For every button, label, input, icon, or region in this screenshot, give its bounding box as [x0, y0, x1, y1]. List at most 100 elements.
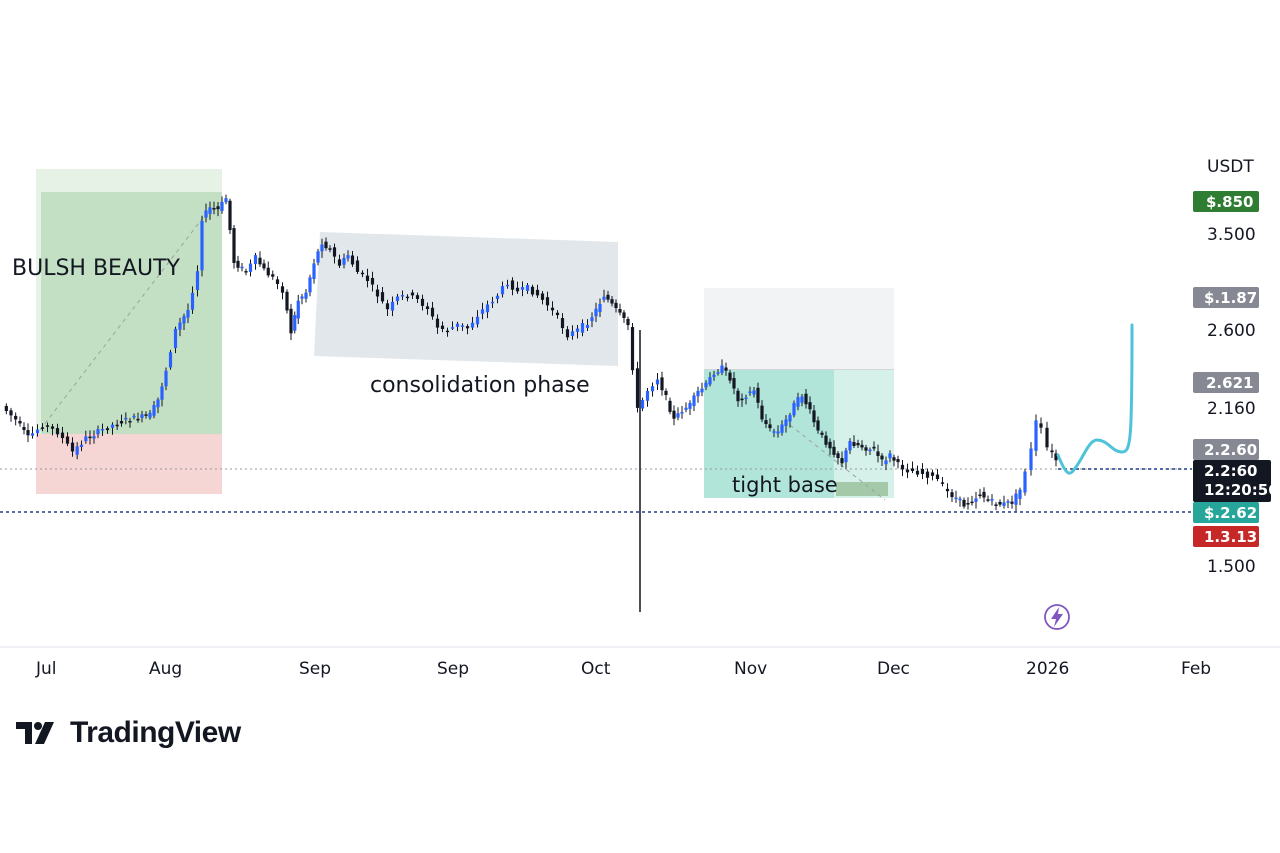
candle-body [1050, 450, 1054, 453]
candle-body [405, 296, 410, 299]
candle-body [178, 322, 182, 330]
candle-body [884, 460, 888, 465]
candle-body [832, 446, 836, 455]
candle-body [35, 429, 40, 434]
candle-body [950, 492, 954, 498]
candle-body [724, 367, 728, 371]
candle-body [760, 405, 764, 420]
candle-body [752, 390, 756, 395]
candle-body [490, 301, 495, 304]
candle-body [445, 330, 450, 333]
candle-body [748, 391, 752, 394]
candle-body [510, 280, 515, 290]
candle-body [115, 424, 119, 427]
tradingview-brand[interactable]: TradingView [16, 716, 241, 750]
candle-body [828, 441, 832, 449]
x-tick-label: Dec [877, 659, 910, 679]
bullish-zone-label: BULSH BEAUTY [12, 256, 181, 281]
candle-body [253, 255, 258, 264]
y-tick-label: 2.160 [1207, 399, 1256, 419]
candle-body [626, 318, 630, 326]
candle-body [876, 451, 880, 456]
candle-body [346, 255, 350, 259]
candle-body [780, 424, 784, 433]
lightning-icon[interactable] [1044, 604, 1070, 630]
candle-body [173, 328, 178, 349]
candle-body [370, 278, 375, 285]
candle-body [664, 390, 668, 396]
candle-body [186, 309, 190, 318]
candle-body [930, 472, 935, 476]
candle-body [216, 206, 220, 210]
candle-body [555, 312, 560, 316]
candle-body [195, 271, 200, 290]
candle-body [590, 317, 594, 322]
candle-body [208, 207, 212, 214]
candle-body [430, 307, 435, 317]
candle-body [280, 286, 285, 293]
candle-body [266, 267, 270, 276]
candle-body [1034, 420, 1038, 451]
candle-body [740, 398, 744, 401]
candle-body [320, 244, 324, 252]
candle-body [316, 251, 320, 263]
candle-body [9, 410, 13, 416]
candle-body [708, 377, 712, 385]
candle-body [168, 352, 173, 368]
candle-body [840, 458, 844, 464]
candle-body [860, 444, 864, 448]
candle-body [905, 469, 910, 473]
candle-body [712, 374, 716, 377]
candle-body [958, 498, 962, 501]
candle-body [350, 255, 355, 265]
candle-body [128, 420, 132, 423]
candle-body [816, 420, 820, 431]
candle-body [328, 248, 332, 250]
candle-body [736, 390, 740, 402]
candle-body [550, 307, 555, 311]
candle-body [756, 387, 760, 403]
candle-body [622, 312, 626, 318]
candle-body [240, 266, 244, 269]
candle-body [776, 431, 780, 434]
candle-body [18, 420, 22, 424]
x-tick-label: Aug [149, 659, 182, 679]
candle-body [1054, 453, 1058, 461]
candle-body [704, 382, 708, 388]
candle-body [998, 501, 1002, 505]
candle-body [994, 504, 998, 506]
candles-group [4, 194, 1058, 512]
y-tick-label: 3.500 [1207, 225, 1256, 245]
candle-body [610, 299, 614, 304]
candle-body [606, 294, 610, 300]
candle-body [200, 220, 204, 271]
candle-body [915, 470, 920, 475]
candle-body [420, 298, 425, 306]
candle-body [65, 436, 70, 444]
candle-body [440, 325, 445, 329]
candle-body [716, 372, 720, 374]
candle-body [385, 303, 390, 310]
x-tick-label: 2026 [1026, 659, 1069, 679]
candle-body [26, 430, 30, 436]
candle-body [400, 295, 405, 297]
candle-body [460, 325, 465, 327]
x-tick-label: Oct [581, 659, 611, 679]
candle-body [836, 453, 840, 459]
candle-body [962, 499, 966, 507]
candle-body [692, 395, 696, 407]
candle-body [410, 292, 415, 296]
candle-body [425, 306, 430, 310]
candle-body [244, 271, 248, 273]
candle-body [796, 397, 800, 407]
y-tick-label: 1.500 [1207, 557, 1256, 577]
badge-bg-0 [1193, 191, 1259, 212]
candle-body [1029, 448, 1033, 471]
candle-body [160, 386, 164, 400]
candle-body [156, 399, 160, 408]
candle-body [204, 210, 208, 218]
candle-body [672, 410, 676, 419]
candle-body [820, 432, 824, 435]
candle-body [680, 412, 684, 414]
